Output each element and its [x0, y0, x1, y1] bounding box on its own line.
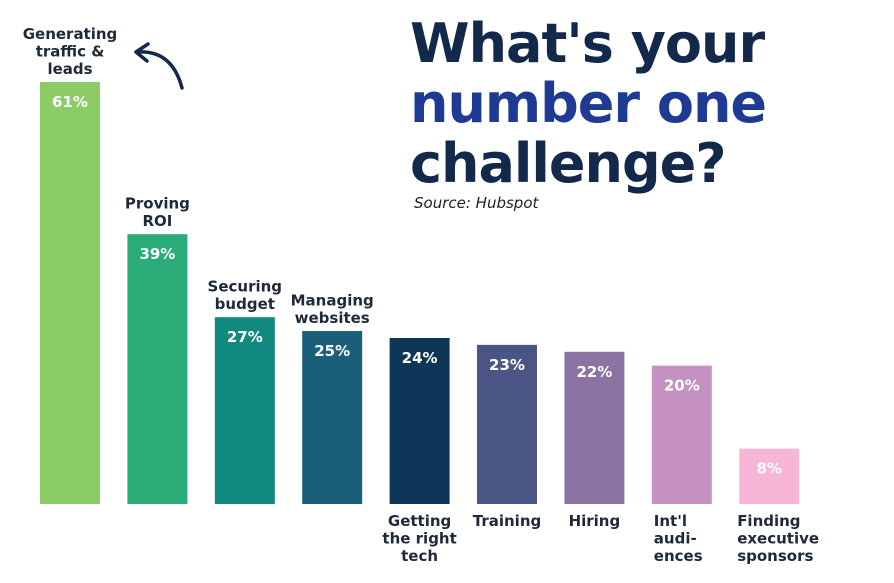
- category-label-line: Managing: [291, 292, 374, 310]
- category-label-line: leads: [47, 60, 92, 78]
- category-label-line: Finding: [737, 512, 800, 530]
- title-line-3: challenge?: [410, 132, 727, 195]
- category-label: Securing budget: [208, 278, 283, 314]
- bar: [302, 331, 363, 504]
- category-label-line: sponsors: [737, 547, 813, 565]
- bar: [40, 82, 100, 504]
- source-note: Source: Hubspot: [414, 194, 539, 212]
- category-label-line: Generating: [23, 25, 118, 43]
- data-label: 23%: [489, 356, 525, 374]
- data-label: 20%: [664, 377, 700, 395]
- data-label: 27%: [227, 328, 263, 346]
- title-line-1: What's your: [410, 12, 765, 75]
- category-label-line: Hiring: [569, 512, 621, 530]
- category-label-line: the right: [382, 530, 456, 548]
- category-label: Managing websites: [291, 292, 374, 328]
- category-label-line: Securing: [208, 278, 283, 296]
- category-label-line: Getting: [388, 512, 451, 530]
- bar: [651, 365, 712, 504]
- arrow-head-icon: [134, 42, 150, 63]
- title-line-2: number one: [410, 72, 767, 135]
- bar: [389, 337, 450, 504]
- data-label: 22%: [576, 363, 612, 381]
- category-label-line: audi-: [654, 530, 697, 548]
- bar: [214, 317, 275, 504]
- data-label: 24%: [402, 349, 438, 367]
- category-label-line: Proving: [125, 195, 190, 213]
- category-label-line: traffic &: [36, 43, 105, 61]
- data-label: 8%: [756, 460, 781, 478]
- category-label-line: Training: [473, 512, 541, 530]
- category-label-line: Int'l: [654, 512, 687, 530]
- bar: [564, 351, 625, 504]
- category-label-line: websites: [295, 309, 370, 327]
- category-label: Hiring: [569, 512, 621, 530]
- data-label: 61%: [52, 93, 88, 111]
- category-label: Finding executive sponsors: [737, 512, 819, 565]
- curved-arrow-icon: [136, 50, 184, 90]
- page-title: What's your number one challenge?: [410, 12, 767, 195]
- category-label: Proving ROI: [125, 195, 190, 231]
- category-label-line: budget: [215, 295, 275, 313]
- category-label-line: ROI: [142, 212, 172, 230]
- bar: [127, 234, 188, 504]
- category-label-line: ences: [654, 547, 703, 565]
- category-label: Generating traffic & leads: [23, 25, 118, 78]
- category-label-line: executive: [737, 530, 819, 548]
- category-label: Getting the right tech: [382, 512, 456, 565]
- category-label-line: tech: [401, 547, 438, 565]
- bar: [477, 344, 537, 504]
- data-label: 39%: [139, 245, 175, 263]
- category-label: Int'l audi-ences: [654, 512, 703, 565]
- bar: [739, 448, 800, 504]
- data-label: 25%: [314, 342, 350, 360]
- category-label: Training: [473, 512, 541, 530]
